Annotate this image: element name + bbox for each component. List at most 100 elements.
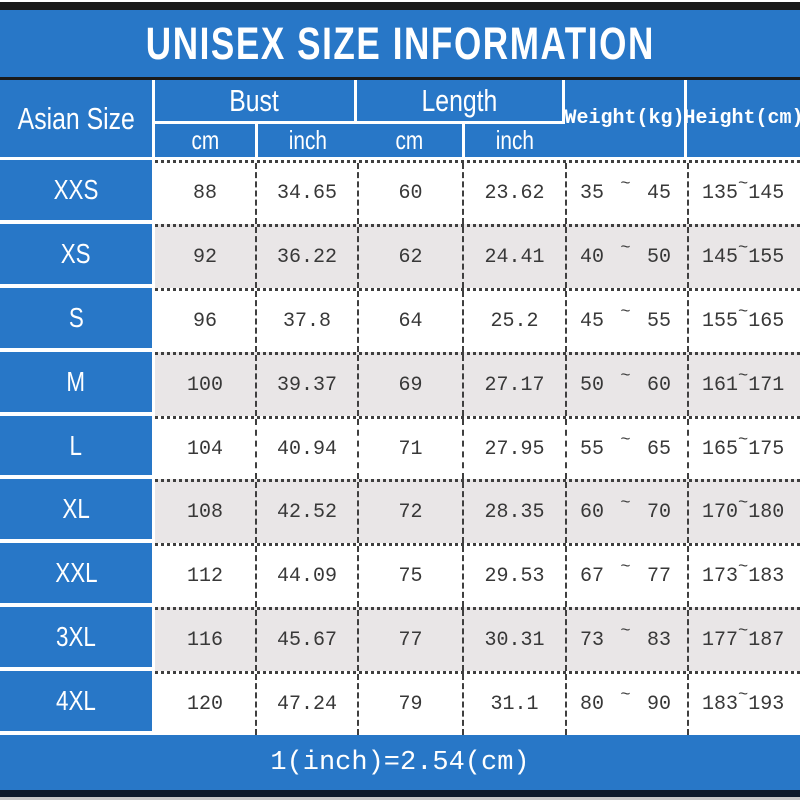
tilde: ~ bbox=[738, 494, 749, 514]
size-cell: S bbox=[0, 287, 155, 352]
height-min: 177 bbox=[702, 629, 739, 653]
length-cm-value: 72 bbox=[357, 482, 462, 544]
height-min: 135 bbox=[702, 181, 739, 205]
tilde: ~ bbox=[738, 238, 749, 258]
length-cm-value: 77 bbox=[357, 610, 462, 672]
value: 120 bbox=[186, 693, 223, 717]
height-range: 145 ~155 bbox=[687, 226, 800, 288]
weight-range: 73 ~83 bbox=[565, 610, 687, 672]
height-range: 165 ~175 bbox=[687, 418, 800, 480]
tilde: ~ bbox=[620, 494, 631, 514]
table-row: 3XL 116 45.67 77 30.31 73 ~83 177 ~187 bbox=[0, 607, 800, 672]
weight-max: 60 bbox=[646, 373, 671, 397]
height-range: 161 ~171 bbox=[687, 354, 800, 416]
height-max: 171 bbox=[748, 373, 785, 397]
tilde: ~ bbox=[738, 430, 749, 450]
weight-range: 67 ~77 bbox=[565, 546, 687, 608]
row-values: 96 37.8 64 25.2 45 ~55 155 ~165 bbox=[155, 287, 800, 352]
header-height: Height(cm) bbox=[687, 80, 800, 157]
height-max: 165 bbox=[748, 309, 785, 333]
height-max: 187 bbox=[748, 629, 785, 653]
row-values: 108 42.52 72 28.35 60 ~70 170 ~180 bbox=[155, 479, 800, 544]
value: 25.2 bbox=[490, 309, 539, 333]
size-cell: XL bbox=[0, 479, 155, 544]
row-values: 120 47.24 79 31.1 80 ~90 183 ~193 bbox=[155, 671, 800, 736]
height-min: 145 bbox=[702, 245, 739, 269]
size-cell: M bbox=[0, 351, 155, 416]
height-max: 193 bbox=[748, 693, 785, 717]
weight-max: 70 bbox=[646, 501, 671, 525]
length-inch-value: 27.95 bbox=[462, 418, 565, 480]
height-max: 183 bbox=[748, 565, 785, 589]
value: 27.17 bbox=[484, 373, 545, 397]
header-asian-size-label: Asian Size bbox=[17, 100, 135, 136]
header-length-label: Length bbox=[421, 82, 498, 118]
table-header: Asian Size Bust Length Weight(kg) Height… bbox=[0, 80, 800, 160]
height-max: 155 bbox=[748, 245, 785, 269]
value: 36.22 bbox=[276, 245, 337, 269]
bust-inch-value: 47.24 bbox=[255, 674, 357, 736]
weight-min: 67 bbox=[580, 565, 605, 589]
length-inch-value: 28.35 bbox=[462, 482, 565, 544]
row-values: 88 34.65 60 23.62 35 ~45 135 ~145 bbox=[155, 160, 800, 224]
value: 104 bbox=[186, 437, 223, 461]
length-inch-value: 29.53 bbox=[462, 546, 565, 608]
weight-range: 35 ~45 bbox=[565, 163, 687, 224]
value: 108 bbox=[186, 501, 223, 525]
size-label: XS bbox=[61, 237, 91, 269]
weight-max: 45 bbox=[646, 181, 671, 205]
length-cm-value: 75 bbox=[357, 546, 462, 608]
height-range: 135 ~145 bbox=[687, 163, 800, 224]
weight-min: 55 bbox=[580, 437, 605, 461]
size-label: 4XL bbox=[56, 685, 96, 717]
header-length: Length bbox=[357, 80, 565, 124]
header-bust-inch: inch bbox=[255, 124, 357, 157]
bust-inch-value: 37.8 bbox=[255, 290, 357, 352]
weight-min: 80 bbox=[580, 693, 605, 717]
value: 28.35 bbox=[484, 501, 545, 525]
tilde: ~ bbox=[620, 174, 631, 194]
weight-range: 60 ~70 bbox=[565, 482, 687, 544]
value: 23.62 bbox=[484, 181, 545, 205]
tilde: ~ bbox=[620, 238, 631, 258]
title-band: UNISEX SIZE INFORMATION bbox=[0, 10, 800, 77]
bottom-gray-strip bbox=[0, 797, 800, 800]
bust-inch-value: 34.65 bbox=[255, 163, 357, 224]
weight-range: 45 ~55 bbox=[565, 290, 687, 352]
bust-cm-value: 112 bbox=[155, 546, 255, 607]
tilde: ~ bbox=[738, 302, 749, 322]
value: 116 bbox=[186, 629, 223, 653]
height-max: 145 bbox=[748, 181, 785, 205]
weight-max: 83 bbox=[646, 629, 671, 653]
bust-inch-value: 42.52 bbox=[255, 482, 357, 544]
length-cm-value: 79 bbox=[357, 674, 462, 736]
header-length-cm: cm bbox=[357, 124, 462, 157]
length-inch-value: 30.31 bbox=[462, 610, 565, 672]
height-max: 175 bbox=[748, 437, 785, 461]
bust-cm-value: 108 bbox=[155, 482, 255, 543]
length-inch-value: 23.62 bbox=[462, 163, 565, 224]
tilde: ~ bbox=[738, 174, 749, 194]
weight-max: 65 bbox=[646, 437, 671, 461]
unit-inch-label: inch bbox=[288, 125, 327, 155]
tilde: ~ bbox=[620, 686, 631, 706]
value: 60 bbox=[398, 181, 423, 205]
length-inch-value: 25.2 bbox=[462, 290, 565, 352]
value: 71 bbox=[398, 437, 423, 461]
value: 45.67 bbox=[276, 629, 337, 653]
top-white-strip bbox=[0, 0, 800, 2]
bust-cm-value: 100 bbox=[155, 355, 255, 416]
value: 64 bbox=[398, 309, 423, 333]
size-cell: XXS bbox=[0, 160, 155, 224]
page-title: UNISEX SIZE INFORMATION bbox=[145, 17, 655, 69]
row-values: 92 36.22 62 24.41 40 ~50 145 ~155 bbox=[155, 223, 800, 288]
value: 69 bbox=[398, 373, 423, 397]
weight-max: 90 bbox=[646, 693, 671, 717]
bust-cm-value: 104 bbox=[155, 419, 255, 480]
bust-cm-value: 96 bbox=[155, 291, 255, 352]
tilde: ~ bbox=[620, 622, 631, 642]
bottom-navy-bar bbox=[0, 790, 800, 797]
length-inch-value: 27.17 bbox=[462, 354, 565, 416]
value: 29.53 bbox=[484, 565, 545, 589]
header-bust-cm: cm bbox=[155, 124, 255, 157]
